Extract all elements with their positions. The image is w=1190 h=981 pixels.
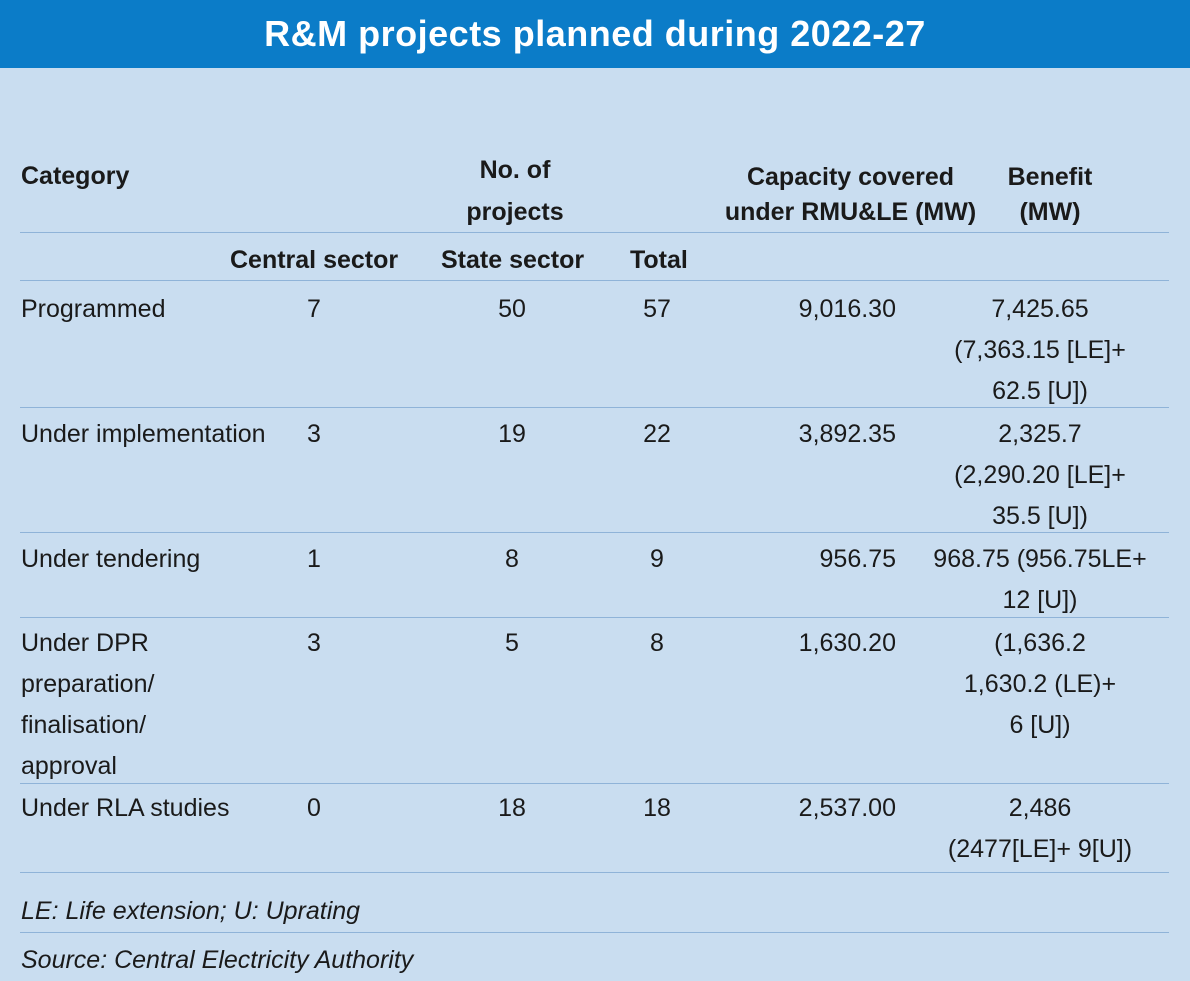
row-central: 3 <box>307 629 321 657</box>
rule-header-1 <box>20 232 1169 233</box>
row-capacity: 1,630.20 <box>798 629 896 657</box>
row-benefit: 2,486 <box>1008 794 1072 822</box>
row-capacity: 9,016.30 <box>798 295 896 323</box>
row-benefit: 6 [U]) <box>1009 711 1071 739</box>
header-benefit-line1: Benefit <box>1007 163 1093 191</box>
row-state: 18 <box>498 794 526 822</box>
row-benefit: (1,636.2 <box>994 629 1086 657</box>
header-benefit-line2: (MW) <box>1019 198 1081 226</box>
row-total: 8 <box>650 629 664 657</box>
header-total: Total <box>630 246 688 274</box>
row-benefit: (2477[LE]+ 9[U]) <box>947 835 1133 863</box>
row-benefit: 2,325.7 <box>998 420 1082 448</box>
row-capacity: 2,537.00 <box>798 794 896 822</box>
header-no-of-projects-line2: projects <box>466 198 564 226</box>
projects-table: Category No. of projects Capacity covere… <box>0 68 1190 974</box>
row-category: approval <box>21 752 117 780</box>
header-no-of-projects-line1: No. of <box>479 156 551 184</box>
table-title-bar: R&M projects planned during 2022-27 <box>0 0 1190 68</box>
row-benefit: (7,363.15 [LE]+ <box>954 336 1126 364</box>
row-capacity: 3,892.35 <box>798 420 896 448</box>
table-title: R&M projects planned during 2022-27 <box>264 13 926 54</box>
row-central: 1 <box>307 545 321 573</box>
row-central: 7 <box>307 295 321 323</box>
row-total: 57 <box>643 295 671 323</box>
row-total: 22 <box>643 420 671 448</box>
header-category: Category <box>21 162 130 190</box>
footnote: LE: Life extension; U: Uprating <box>21 897 361 925</box>
row-central: 3 <box>307 420 321 448</box>
rule-footnote <box>20 932 1169 933</box>
row-rule <box>20 617 1169 618</box>
header-central-sector: Central sector <box>230 246 399 274</box>
row-benefit: (2,290.20 [LE]+ <box>954 461 1126 489</box>
row-category: Under RLA studies <box>21 794 230 822</box>
row-rule <box>20 872 1169 873</box>
row-capacity: 956.75 <box>819 545 896 573</box>
row-category: preparation/ <box>21 670 155 698</box>
row-category: Under tendering <box>21 545 201 573</box>
row-category: Under DPR <box>21 629 149 657</box>
source-note: Source: Central Electricity Authority <box>21 946 414 974</box>
row-category: Programmed <box>21 295 166 323</box>
row-benefit: 7,425.65 <box>991 295 1089 323</box>
row-benefit: 1,630.2 (LE)+ <box>963 670 1117 698</box>
row-state: 8 <box>505 545 519 573</box>
rule-header-2 <box>20 280 1169 281</box>
header-state-sector: State sector <box>441 246 585 274</box>
row-state: 19 <box>498 420 526 448</box>
header-capacity-line1: Capacity covered <box>746 163 955 191</box>
row-central: 0 <box>307 794 321 822</box>
row-total: 9 <box>650 545 664 573</box>
row-rule <box>20 532 1169 533</box>
row-rule <box>20 783 1169 784</box>
row-benefit: 35.5 [U]) <box>992 502 1088 530</box>
header-capacity-line2: under RMU&LE (MW) <box>724 198 977 226</box>
row-category: Under implementation <box>21 420 266 448</box>
row-benefit: 62.5 [U]) <box>992 377 1088 405</box>
row-total: 18 <box>643 794 671 822</box>
row-state: 5 <box>505 629 519 657</box>
row-category: finalisation/ <box>21 711 147 739</box>
row-rule <box>20 407 1169 408</box>
row-state: 50 <box>498 295 526 323</box>
row-benefit: 968.75 (956.75LE+ <box>933 545 1147 573</box>
row-benefit: 12 [U]) <box>1002 586 1078 614</box>
